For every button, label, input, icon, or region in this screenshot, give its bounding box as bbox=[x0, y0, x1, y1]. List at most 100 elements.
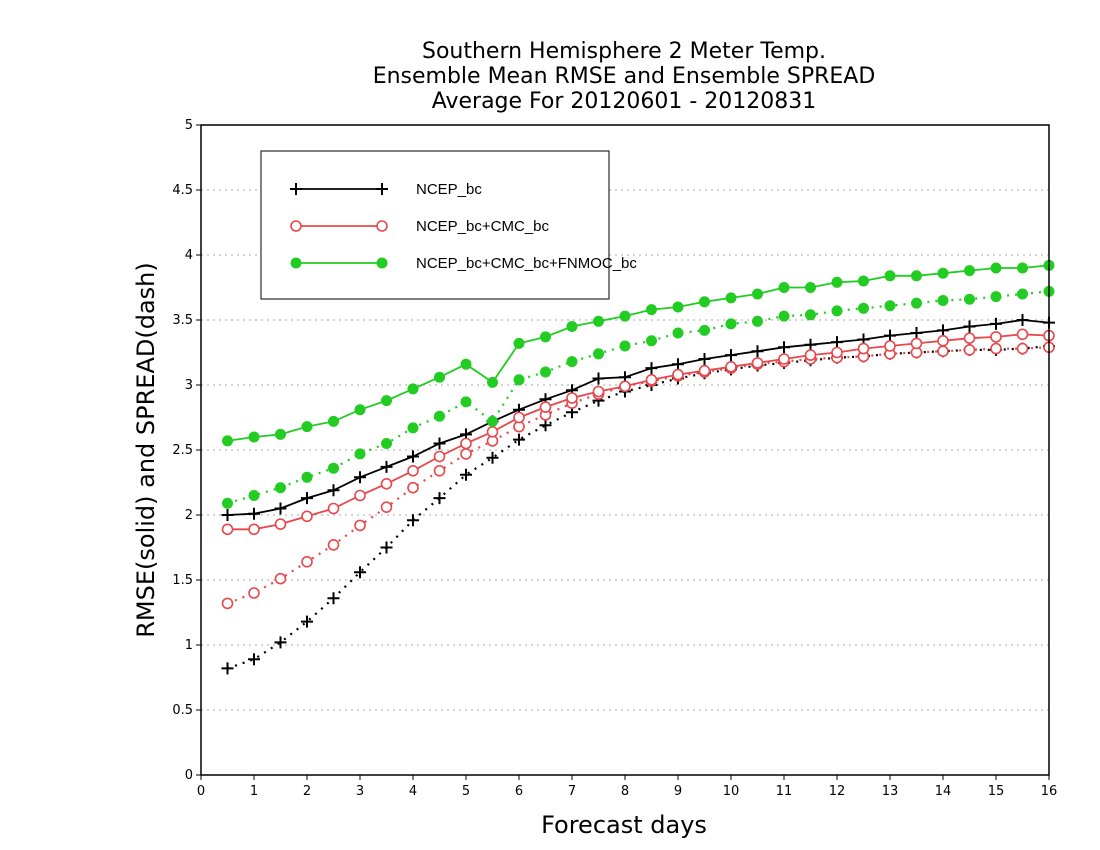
legend-marker bbox=[376, 220, 388, 232]
point-ncep-bc-cmc-bc-rmse bbox=[910, 337, 923, 350]
point-ncep-bc-cmc-bc-fnmoc-bc-spread bbox=[275, 482, 286, 494]
point-ncep-bc-cmc-bc-fnmoc-bc-rmse bbox=[884, 270, 896, 282]
point-ncep-bc-rmse bbox=[804, 338, 817, 351]
series-ncep-bc-cmc-bc-fnmoc-bc-rmse bbox=[222, 259, 1055, 447]
point-ncep-bc-cmc-bc-rmse bbox=[221, 523, 234, 536]
point-ncep-bc-cmc-bc-fnmoc-bc-rmse bbox=[619, 310, 631, 322]
point-ncep-bc-cmc-bc-fnmoc-bc-rmse bbox=[222, 435, 233, 447]
y-axis: 0 0.5 1 1.5 2 2.5 3 3.5 4 4.5 5 bbox=[172, 118, 201, 783]
point-ncep-bc-cmc-bc-rmse bbox=[248, 523, 260, 536]
point-ncep-bc-cmc-bc-fnmoc-bc-spread bbox=[911, 297, 922, 309]
point-ncep-bc-cmc-bc-fnmoc-bc-rmse bbox=[911, 270, 922, 282]
point-ncep-bc-cmc-bc-fnmoc-bc-spread bbox=[540, 366, 551, 378]
x-tick-label: 11 bbox=[776, 784, 793, 799]
point-ncep-bc-rmse bbox=[301, 492, 313, 505]
point-ncep-bc-cmc-bc-rmse bbox=[327, 502, 340, 515]
point-ncep-bc-cmc-bc-spread bbox=[301, 555, 313, 568]
point-ncep-bc-rmse bbox=[354, 471, 366, 484]
point-ncep-bc-cmc-bc-fnmoc-bc-rmse bbox=[593, 315, 604, 327]
point-ncep-bc-cmc-bc-spread bbox=[937, 345, 949, 358]
point-ncep-bc-cmc-bc-fnmoc-bc-spread bbox=[328, 462, 339, 474]
point-ncep-bc-cmc-bc-rmse bbox=[539, 401, 552, 413]
point-ncep-bc-cmc-bc-fnmoc-bc-spread bbox=[460, 396, 472, 408]
legend-marker bbox=[290, 220, 302, 232]
point-ncep-bc-cmc-bc-spread bbox=[407, 481, 419, 494]
point-ncep-bc-cmc-bc-spread bbox=[990, 342, 1002, 355]
point-ncep-bc-cmc-bc-rmse bbox=[778, 353, 790, 365]
point-ncep-bc-rmse bbox=[831, 336, 843, 349]
point-ncep-bc-rmse bbox=[778, 341, 790, 354]
point-ncep-bc-cmc-bc-rmse bbox=[804, 349, 817, 361]
point-ncep-bc-spread bbox=[513, 433, 525, 446]
point-ncep-bc-cmc-bc-rmse bbox=[857, 342, 870, 355]
point-ncep-bc-cmc-bc-fnmoc-bc-rmse bbox=[354, 404, 366, 416]
point-ncep-bc-cmc-bc-fnmoc-bc-rmse bbox=[460, 358, 472, 370]
legend-marker bbox=[290, 257, 302, 269]
x-tick-label: 0 bbox=[197, 784, 205, 799]
point-ncep-bc-cmc-bc-spread bbox=[274, 572, 287, 585]
point-ncep-bc-cmc-bc-rmse bbox=[566, 392, 578, 404]
point-ncep-bc-cmc-bc-fnmoc-bc-rmse bbox=[646, 304, 657, 316]
point-ncep-bc-cmc-bc-fnmoc-bc-spread bbox=[301, 471, 313, 483]
legend-label: NCEP_bc+CMC_bc bbox=[416, 218, 549, 235]
point-ncep-bc-cmc-bc-rmse bbox=[963, 332, 976, 345]
point-ncep-bc-cmc-bc-fnmoc-bc-rmse bbox=[301, 421, 313, 433]
legend-label: NCEP_bc+CMC_bc+FNMOC_bc bbox=[416, 255, 637, 272]
point-ncep-bc-cmc-bc-spread bbox=[963, 344, 976, 356]
point-ncep-bc-cmc-bc-fnmoc-bc-spread bbox=[672, 327, 684, 339]
point-ncep-bc-cmc-bc-rmse bbox=[937, 334, 949, 347]
point-ncep-bc-rmse bbox=[884, 329, 896, 342]
point-ncep-bc-cmc-bc-fnmoc-bc-spread bbox=[725, 318, 737, 330]
point-ncep-bc-spread bbox=[221, 662, 234, 675]
point-ncep-bc-cmc-bc-rmse bbox=[433, 450, 446, 463]
line-ncep-bc-cmc-bc-rmse bbox=[227, 333, 1050, 531]
x-tick-label: 8 bbox=[621, 784, 629, 799]
y-tick-label: 0.5 bbox=[172, 703, 193, 718]
point-ncep-bc-cmc-bc-rmse bbox=[751, 357, 764, 369]
x-tick-label: 3 bbox=[356, 784, 364, 799]
point-ncep-bc-rmse bbox=[937, 324, 949, 337]
point-ncep-bc-cmc-bc-fnmoc-bc-spread bbox=[248, 490, 260, 501]
point-ncep-bc-rmse bbox=[963, 320, 976, 333]
point-ncep-bc-cmc-bc-rmse bbox=[1016, 328, 1029, 341]
point-ncep-bc-cmc-bc-spread bbox=[248, 587, 260, 599]
point-ncep-bc-cmc-bc-rmse bbox=[460, 437, 472, 450]
point-ncep-bc-spread bbox=[539, 419, 552, 432]
x-tick-label: 1 bbox=[250, 784, 258, 799]
line-ncep-bc-cmc-bc-spread bbox=[227, 346, 1050, 605]
point-ncep-bc-rmse bbox=[221, 509, 234, 521]
point-ncep-bc-cmc-bc-fnmoc-bc-spread bbox=[354, 448, 366, 460]
point-ncep-bc-cmc-bc-spread bbox=[433, 464, 446, 477]
point-ncep-bc-cmc-bc-fnmoc-bc-spread bbox=[858, 302, 869, 314]
x-tick-label: 10 bbox=[723, 784, 740, 799]
point-ncep-bc-rmse bbox=[248, 507, 260, 520]
point-ncep-bc-cmc-bc-fnmoc-bc-rmse bbox=[699, 296, 710, 308]
point-ncep-bc-cmc-bc-fnmoc-bc-rmse bbox=[275, 428, 286, 440]
point-ncep-bc-cmc-bc-fnmoc-bc-rmse bbox=[407, 383, 419, 395]
point-ncep-bc-rmse bbox=[990, 317, 1002, 330]
point-ncep-bc-cmc-bc-fnmoc-bc-spread bbox=[990, 291, 1002, 303]
x-tick-label: 13 bbox=[882, 784, 899, 799]
point-ncep-bc-spread bbox=[460, 468, 472, 481]
point-ncep-bc-rmse bbox=[592, 372, 605, 385]
point-ncep-bc-rmse bbox=[672, 358, 684, 371]
legend-entry-ncep-bc-cmc-bc: NCEP_bc+CMC_bc bbox=[290, 218, 549, 235]
point-ncep-bc-spread bbox=[301, 615, 313, 628]
point-ncep-bc-cmc-bc-fnmoc-bc-rmse bbox=[248, 431, 260, 443]
point-ncep-bc-rmse bbox=[645, 362, 658, 375]
point-ncep-bc-cmc-bc-fnmoc-bc-rmse bbox=[805, 282, 816, 293]
point-ncep-bc-cmc-bc-fnmoc-bc-spread bbox=[381, 438, 392, 449]
y-tick-label: 2 bbox=[185, 508, 193, 523]
point-ncep-bc-cmc-bc-fnmoc-bc-spread bbox=[513, 374, 525, 386]
series-layer bbox=[221, 259, 1055, 675]
point-ncep-bc-cmc-bc-fnmoc-bc-rmse bbox=[328, 415, 339, 427]
line-ncep-bc-cmc-bc-fnmoc-bc-spread bbox=[227, 290, 1050, 505]
point-ncep-bc-rmse bbox=[751, 345, 764, 358]
chart-title-line-2: Ensemble Mean RMSE and Ensemble SPREAD bbox=[373, 64, 876, 89]
point-ncep-bc-cmc-bc-fnmoc-bc-spread bbox=[752, 315, 763, 327]
point-ncep-bc-rmse bbox=[327, 484, 340, 497]
line-ncep-bc-spread bbox=[227, 344, 1050, 670]
point-ncep-bc-cmc-bc-fnmoc-bc-rmse bbox=[831, 276, 843, 288]
point-ncep-bc-cmc-bc-rmse bbox=[513, 411, 525, 424]
legend-box bbox=[260, 150, 610, 300]
